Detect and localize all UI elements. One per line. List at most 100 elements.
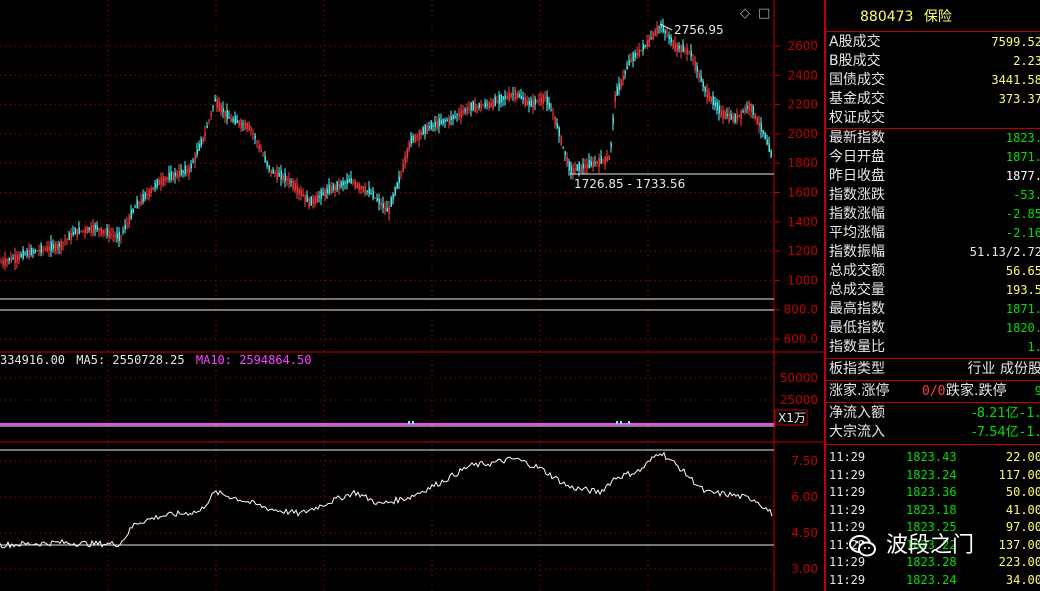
candle-body — [526, 100, 528, 106]
candle-body — [678, 45, 680, 49]
candle-body — [514, 89, 516, 99]
candle-body — [190, 163, 192, 169]
candle-body — [18, 254, 20, 260]
info-value: 1823. — [1005, 131, 1040, 145]
candle-body — [574, 168, 576, 170]
candle-body — [102, 229, 104, 234]
tick-price: 1823.43 — [906, 450, 957, 464]
candle-body — [140, 198, 142, 204]
candle-body — [82, 230, 84, 232]
candle-body — [568, 161, 570, 171]
tick-price: 1823.18 — [906, 502, 957, 517]
candle-body — [658, 26, 660, 28]
info-row: 最低指数 1820. — [826, 319, 1040, 338]
high-pointer — [659, 23, 673, 31]
candle-body — [546, 96, 548, 105]
chart-area[interactable]: 2600 2400 2200 2000 1800 1600 1400 1200 1000 800.… — [0, 0, 824, 591]
candle-body — [412, 135, 414, 141]
candle-body — [654, 30, 656, 36]
box-icon[interactable]: □ — [758, 6, 771, 21]
candle-body — [62, 242, 64, 244]
candle-body — [560, 136, 562, 145]
candle-body — [746, 105, 748, 109]
candle-body — [104, 231, 106, 233]
tick-row: 11:29 1823.24 34.00 — [826, 571, 1040, 589]
candle-body — [730, 114, 732, 120]
candle-body — [272, 169, 274, 174]
candle-body — [432, 125, 434, 127]
candle-body — [534, 98, 536, 105]
diamond-icon[interactable]: ◇ — [740, 6, 750, 21]
candle-body — [440, 120, 442, 124]
candle-body — [530, 99, 532, 107]
candle-body — [44, 248, 46, 250]
candle-body — [640, 49, 642, 51]
candle-body — [210, 112, 212, 116]
tick-row: 11:29 1823.22 137.00 — [826, 536, 1040, 554]
candle-body — [296, 184, 298, 195]
candle-body — [586, 163, 588, 169]
candle-body — [130, 209, 132, 219]
candle-body — [278, 172, 280, 177]
candle-body — [476, 106, 478, 108]
candle-body — [596, 161, 598, 164]
info-panel: 880473 保险 A股成交 7599.52 B股成交 2.23 国债成交 3441.58… — [824, 0, 1040, 591]
unit-box — [774, 409, 808, 426]
candle-body — [462, 110, 464, 113]
candle-body — [166, 177, 168, 179]
candle-body — [710, 96, 712, 103]
price-tick-label: 2000 — [787, 127, 818, 141]
candle-body — [524, 97, 526, 107]
candle-body — [426, 125, 428, 134]
rise-value: 0/0 — [922, 384, 946, 399]
candle-body — [320, 190, 322, 199]
tick-price: 1823.24 — [906, 572, 957, 587]
candle-body — [0, 262, 2, 264]
candle-body — [246, 122, 248, 130]
candle-body — [240, 120, 242, 129]
tick-price: 1823.28 — [906, 555, 957, 569]
candle-body — [52, 244, 54, 249]
price-tick-label: 1200 — [787, 244, 818, 258]
stock-header: 880473 保险 — [826, 4, 1040, 30]
candle-body — [740, 110, 742, 119]
candle-body — [486, 104, 488, 106]
unit-label: X1万 — [778, 411, 806, 425]
candle-body — [208, 120, 210, 122]
candle-body — [226, 109, 228, 119]
tick-time: 11:29 — [829, 467, 866, 482]
candle-body — [674, 42, 676, 52]
candle-body — [172, 172, 174, 181]
candle-body — [648, 37, 650, 47]
indicator-tick-label: 3.00 — [791, 562, 818, 576]
candle-body — [712, 95, 714, 106]
candle-body — [670, 37, 672, 43]
candle-body — [584, 165, 586, 168]
price-tick-label: 1000 — [787, 273, 818, 287]
kline-chart-svg[interactable]: 2600 2400 2200 2000 1800 1600 1400 1200 1000 800.… — [0, 0, 824, 591]
candle-body — [106, 227, 108, 236]
candle-body — [610, 143, 612, 147]
candle-body — [744, 107, 746, 113]
candle-body — [16, 254, 18, 262]
tick-row: 11:29 1823.43 22.00 — [826, 448, 1040, 466]
wechat-logo-icon — [848, 531, 878, 561]
candle-body — [268, 165, 270, 171]
candle-body — [430, 121, 432, 130]
candle-body — [650, 37, 652, 39]
candle-body — [616, 86, 618, 96]
info-row: 昨日收盘 1877. — [826, 167, 1040, 186]
candle-body — [236, 119, 238, 124]
candle-body — [42, 249, 44, 251]
candle-body — [766, 139, 768, 145]
candle-body — [160, 177, 162, 185]
candle-body — [40, 244, 42, 254]
candle-body — [456, 114, 458, 116]
candle-body — [330, 186, 332, 193]
candle-body — [288, 177, 290, 185]
info-row: 指数量比 1. — [826, 338, 1040, 357]
tick-time: 11:29 — [829, 450, 866, 464]
candle-body — [204, 132, 206, 136]
tick-volume: 97.00 — [1005, 520, 1040, 534]
info-row: 权证成交 — [826, 109, 1040, 128]
